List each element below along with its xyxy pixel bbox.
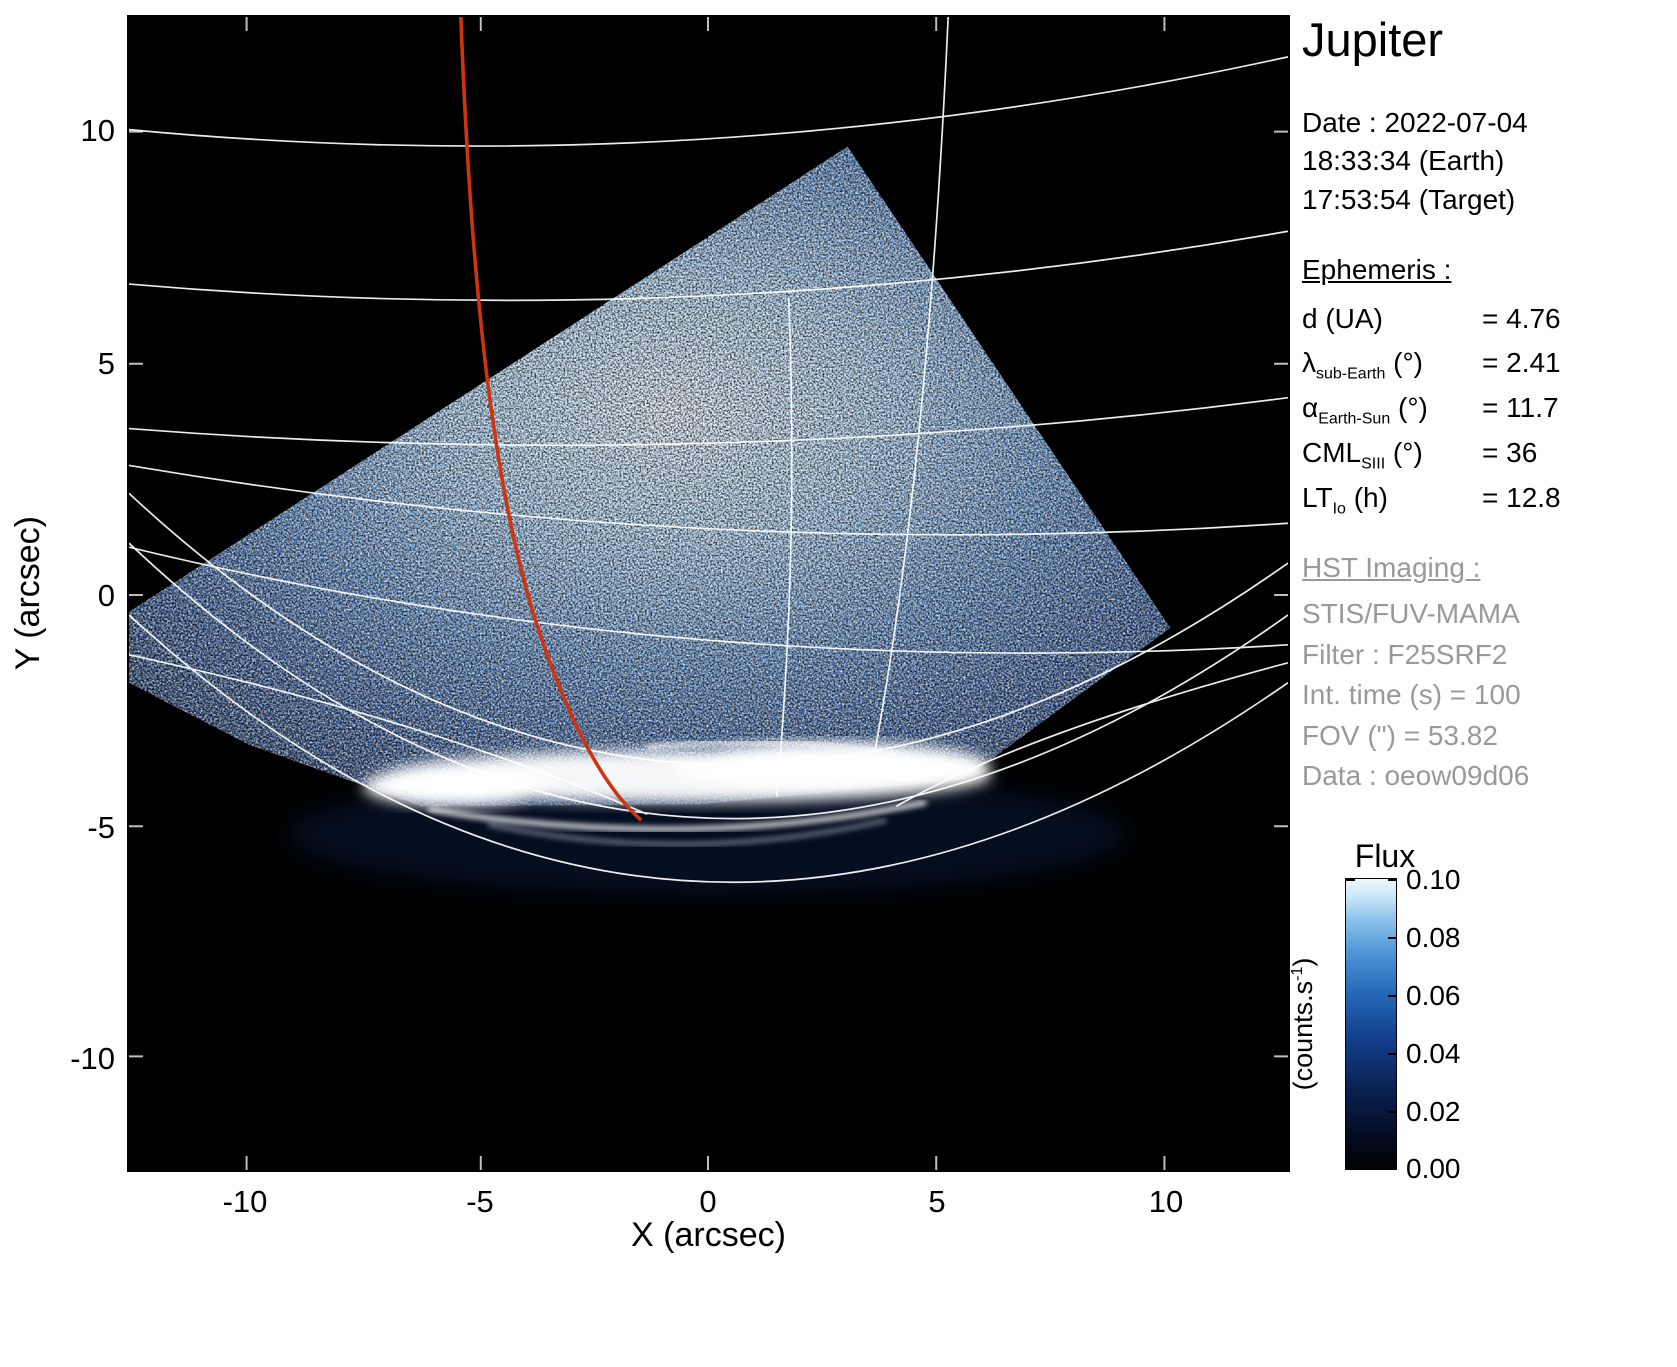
colorbar-tick-label: 0.08	[1406, 922, 1461, 953]
colorbar-tickmark	[1388, 879, 1397, 881]
colorbar-tickmark	[1346, 879, 1355, 881]
ephemeris-row: d (UA) = 4.76	[1302, 302, 1561, 334]
ephemeris-row: λsub-Earth (°) = 2.41	[1302, 347, 1561, 384]
aurora-blob-left	[363, 766, 553, 807]
ephemeris-heading: Ephemeris :	[1302, 253, 1452, 285]
colorbar-tick-label: 0.06	[1406, 980, 1461, 1011]
y-tick-label: -5	[87, 810, 115, 845]
aurora-arc-faint	[487, 818, 887, 846]
time-earth: 18:33:34 (Earth)	[1302, 145, 1505, 177]
page-title: Jupiter	[1302, 13, 1444, 66]
x-tick-label: 5	[928, 1184, 946, 1219]
ephemeris-row: LTIo (h) = 12.8	[1302, 482, 1561, 518]
hst-int-time: Int. time (s) = 100	[1302, 679, 1521, 711]
y-tick-label: 10	[80, 113, 115, 148]
date-block: Date : 2022-07-04 18:33:34 (Earth) 17:53…	[1302, 104, 1672, 220]
x-axis-label: X (arcsec)	[631, 1216, 786, 1254]
colorbar-title: Flux	[1354, 838, 1416, 874]
colorbar-tickmark	[1388, 1167, 1397, 1169]
aurora-emission	[363, 742, 992, 807]
ephemeris-row: CMLSIII (°) = 36	[1302, 437, 1538, 473]
y-tick-label: 5	[97, 346, 115, 381]
grid-curve	[129, 396, 1288, 447]
x-tick-label: 10	[1148, 1184, 1184, 1219]
aurora-blob-right	[672, 742, 992, 791]
colorbar-tickmark	[1346, 1167, 1355, 1169]
hst-heading: HST Imaging :	[1302, 552, 1481, 584]
grid-curve	[129, 546, 1288, 654]
grid-curve	[129, 230, 1288, 302]
hst-lines: STIS/FUV-MAMA Filter : F25SRF2 Int. time…	[1302, 594, 1672, 797]
ephemeris-table: d (UA) = 4.76 λsub-Earth (°) = 2.41 αEar…	[1302, 298, 1672, 523]
colorbar-unit: (counts.s-1)	[1288, 957, 1318, 1091]
red-curve	[459, 17, 643, 822]
colorbar-tickmark	[1388, 1053, 1397, 1055]
ephemeris-row: αEarth-Sun (°) = 11.7	[1302, 392, 1559, 428]
hst-fov: FOV (") = 53.82	[1302, 719, 1498, 751]
x-tick-label: -5	[466, 1184, 494, 1219]
hst-data-id: Data : oeow09d06	[1302, 760, 1530, 792]
grid-meridian	[775, 297, 793, 797]
axis-ticks	[129, 17, 1288, 1170]
colorbar-tick-label: 0.00	[1406, 1153, 1461, 1184]
grid-curve	[129, 542, 1288, 820]
time-target: 17:53:54 (Target)	[1302, 183, 1516, 215]
info-panel: Jupiter Date : 2022-07-04 18:33:34 (Eart…	[1302, 14, 1672, 797]
grid-curve	[129, 56, 1288, 147]
grid-curve	[129, 464, 1288, 536]
heatmap-image	[129, 17, 1288, 1170]
colorbar-gradient	[1345, 878, 1397, 1170]
aurora-arc	[427, 799, 927, 832]
colorbar-tick-label: 0.10	[1406, 864, 1461, 895]
hst-filter: Filter : F25SRF2	[1302, 638, 1508, 670]
x-tick-label: -10	[222, 1184, 268, 1219]
date-line: Date : 2022-07-04	[1302, 106, 1528, 138]
y-tick-label: -10	[70, 1041, 115, 1076]
colorbar-tick-label: 0.04	[1406, 1038, 1461, 1069]
grid-meridian	[867, 17, 950, 785]
hst-block: HST Imaging : STIS/FUV-MAMA Filter : F25…	[1302, 552, 1672, 797]
plot-area	[127, 15, 1290, 1172]
colorbar-tick-label: 0.02	[1406, 1096, 1461, 1127]
colorbar-tickmark	[1388, 995, 1397, 997]
x-tick-label: 0	[699, 1184, 717, 1219]
colorbar-tickmark	[1388, 1111, 1397, 1113]
hst-instrument: STIS/FUV-MAMA	[1302, 598, 1520, 630]
colorbar-tickmark	[1388, 937, 1397, 939]
grid-curve	[129, 614, 1288, 883]
aurora-streak	[646, 739, 897, 757]
y-tick-label: 0	[97, 578, 115, 613]
